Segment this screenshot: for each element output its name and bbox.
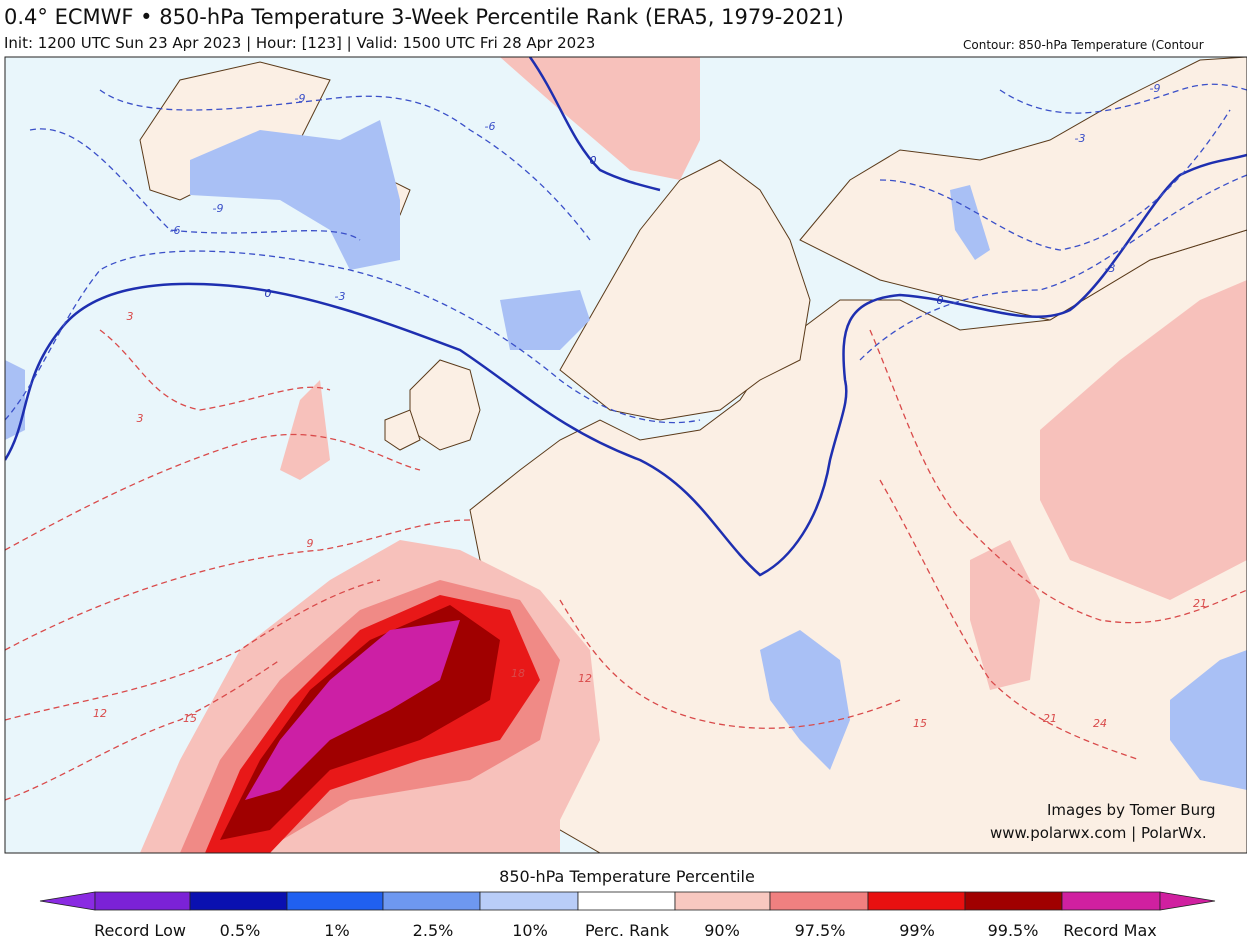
contour-label: 0 bbox=[937, 294, 944, 307]
colorbar-end bbox=[39, 891, 96, 911]
contour-label: 0 bbox=[265, 287, 272, 300]
contour-line bbox=[869, 329, 1247, 624]
shade-light-red bbox=[280, 380, 330, 480]
map-frame bbox=[4, 56, 1247, 854]
shade-light-blue bbox=[500, 290, 590, 350]
colorbar-label: 99.5% bbox=[988, 921, 1039, 939]
colorbar-segment bbox=[577, 891, 676, 911]
contour-label: 3 bbox=[137, 412, 144, 425]
contour-label: 3 bbox=[127, 310, 134, 323]
contour-label: 15 bbox=[183, 712, 197, 725]
colorbar-title: 850-hPa Temperature Percentile bbox=[499, 867, 755, 886]
contour-line bbox=[99, 329, 331, 411]
subtitle: Init: 1200 UTC Sun 23 Apr 2023 | Hour: [… bbox=[4, 34, 595, 52]
contour-line bbox=[879, 109, 1231, 251]
colorbar-segment bbox=[674, 891, 771, 911]
colorbar-label: Perc. Rank bbox=[585, 921, 670, 939]
shade-light-blue bbox=[760, 630, 850, 770]
contour-label: 24 bbox=[1093, 717, 1107, 730]
contour-label: -3 bbox=[1105, 262, 1116, 275]
credit: www.polarwx.com | PolarWx. bbox=[990, 824, 1207, 842]
contour-line bbox=[99, 89, 591, 241]
contour-label: 9 bbox=[307, 537, 314, 550]
warm-contours bbox=[5, 329, 1247, 801]
colorbar-label: 0.5% bbox=[220, 921, 261, 939]
credit: Images by Tomer Burg bbox=[1047, 801, 1216, 819]
land bbox=[384, 409, 421, 451]
contour-line bbox=[5, 659, 281, 801]
land bbox=[559, 159, 811, 421]
contour-label: -3 bbox=[335, 290, 346, 303]
contour-label: 21 bbox=[1193, 597, 1207, 610]
contour-line bbox=[559, 599, 901, 729]
contour-label: 15 bbox=[913, 717, 927, 730]
colorbar-segment bbox=[479, 891, 579, 911]
contour-zero bbox=[5, 153, 1247, 577]
colorbar-segment bbox=[286, 891, 384, 911]
colorbar-segment bbox=[382, 891, 481, 911]
shade-light-blue bbox=[190, 120, 400, 270]
colorbar-label: 99% bbox=[899, 921, 935, 939]
contour-line bbox=[5, 433, 421, 551]
contour-label: 18 bbox=[511, 667, 525, 680]
colorbar-label: 97.5% bbox=[795, 921, 846, 939]
colorbar-label: 2.5% bbox=[413, 921, 454, 939]
colorbar-segment bbox=[964, 891, 1063, 911]
contour-label: -9 bbox=[213, 202, 224, 215]
contour-line bbox=[999, 83, 1247, 114]
colorbar-segment bbox=[867, 891, 966, 911]
contour-label: 12 bbox=[578, 672, 592, 685]
contour-line bbox=[5, 519, 471, 651]
colorbar-segment bbox=[769, 891, 869, 911]
colorbar-segment bbox=[189, 891, 288, 911]
contour-label: -6 bbox=[485, 120, 496, 133]
title: 0.4° ECMWF • 850-hPa Temperature 3-Week … bbox=[4, 5, 844, 29]
contour-label: -9 bbox=[295, 92, 306, 105]
colorbar bbox=[39, 891, 1216, 911]
cold-contours bbox=[5, 83, 1247, 424]
contour-label: 21 bbox=[1043, 712, 1057, 725]
shade-light-blue bbox=[1170, 650, 1247, 790]
colorbar-end bbox=[1159, 891, 1216, 911]
contour-line bbox=[29, 128, 361, 241]
colorbar-label: 90% bbox=[704, 921, 740, 939]
contour-label: 0 bbox=[590, 154, 597, 167]
contour-label: -6 bbox=[170, 224, 181, 237]
contour-label: 12 bbox=[93, 707, 107, 720]
contour-line bbox=[5, 250, 701, 424]
shade-light-red bbox=[1040, 280, 1247, 600]
contour-note: Contour: 850-hPa Temperature (Contour bbox=[963, 38, 1204, 52]
map: -9 -6 -9 -6 0 -3 3 3 0 -3 0 9 12 15 18 21 24 21 12 15 -9 -3 I… bbox=[5, 57, 1247, 853]
contour-zero bbox=[528, 57, 661, 192]
shade-magenta bbox=[245, 620, 460, 800]
colorbar-label: 10% bbox=[512, 921, 548, 939]
shade-light-blue bbox=[5, 360, 25, 440]
colorbar-segment bbox=[1061, 891, 1161, 911]
colorbar-segment bbox=[94, 891, 191, 911]
colorbar-label: Record Low bbox=[94, 921, 186, 939]
contour-label: -3 bbox=[1075, 132, 1086, 145]
colorbar-label: Record Max bbox=[1063, 921, 1156, 939]
contour-labels: -9 -6 -9 -6 0 -3 3 3 0 -3 0 9 12 15 18 21 24 21 12 15 -9 -3 bbox=[93, 82, 1207, 730]
contour-label: -9 bbox=[1150, 82, 1161, 95]
colorbar-labels: Record Low 0.5% 1% 2.5% 10% Perc. Rank 90% 97.5… bbox=[94, 921, 1157, 939]
land bbox=[799, 57, 1247, 321]
colorbar-label: 1% bbox=[324, 921, 349, 939]
